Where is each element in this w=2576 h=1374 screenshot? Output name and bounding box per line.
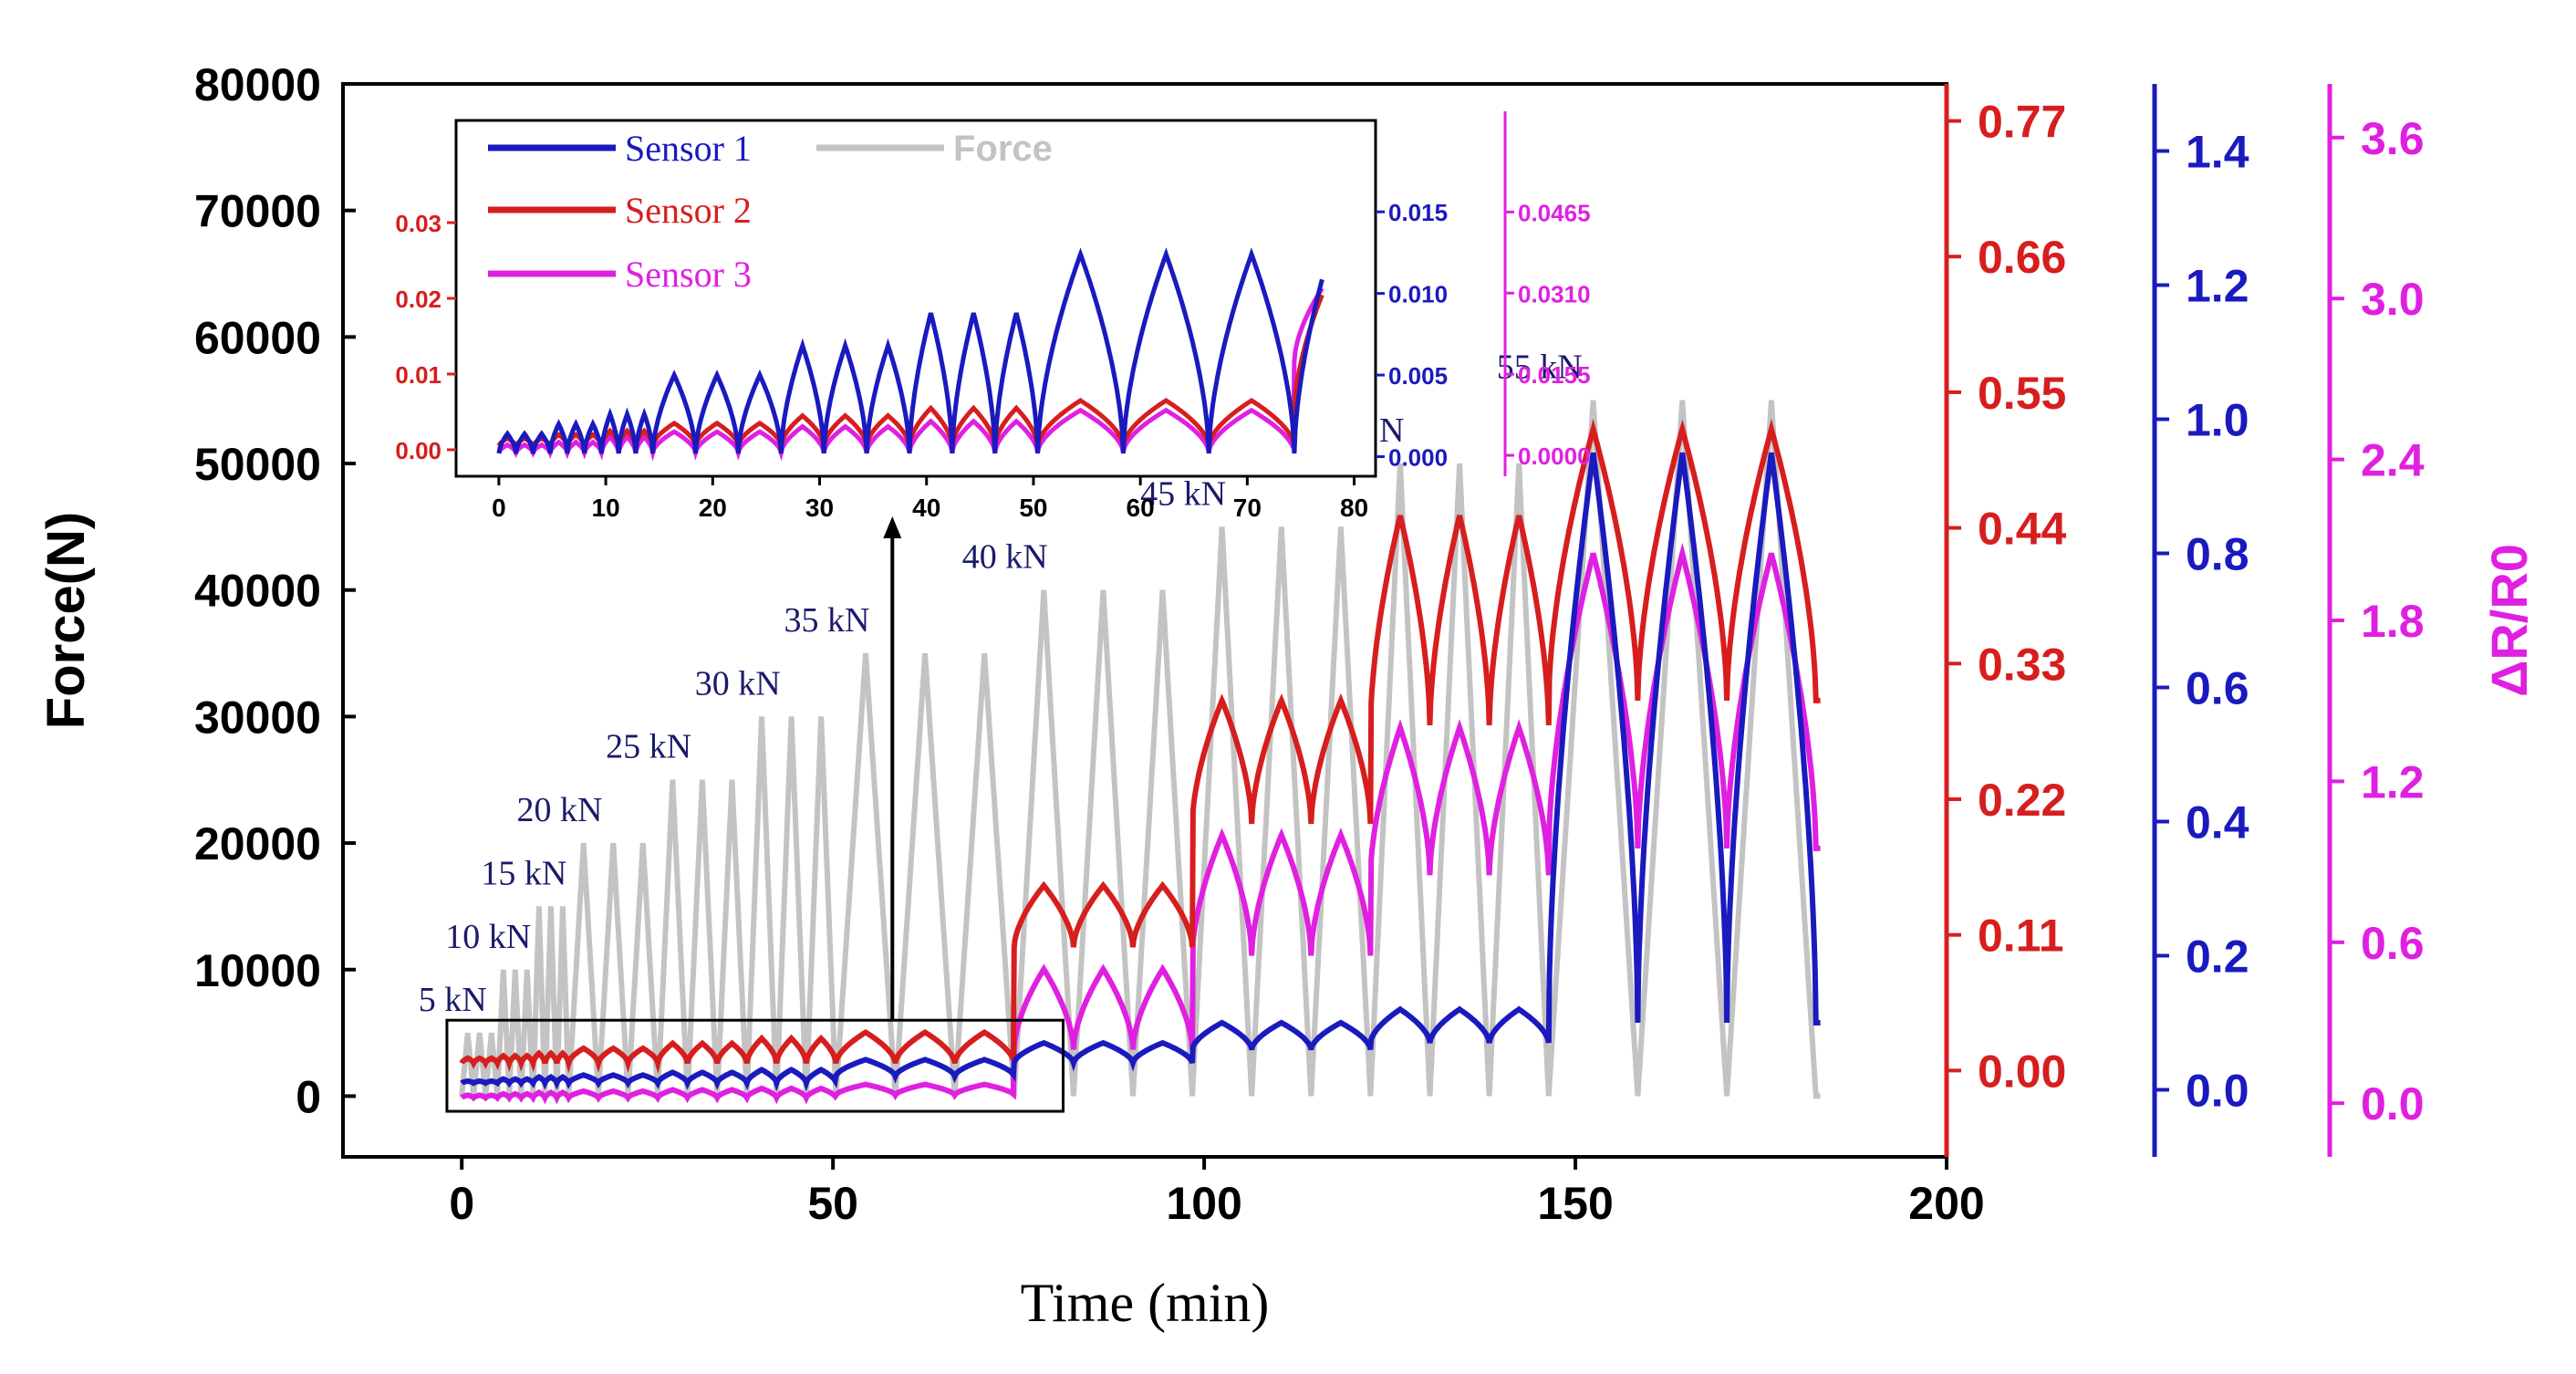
force-tick-label: 50000: [194, 439, 321, 490]
inset-x-tick-label: 0: [492, 494, 506, 522]
sensor2-tick-label: 0.44: [1978, 504, 2067, 555]
sensor3-axis-label: ΔR/R0: [2480, 544, 2538, 697]
sensor3-tick-label: 3.0: [2361, 274, 2425, 325]
sensor1-line: [460, 452, 1821, 1092]
sensor2-tick-label: 0.00: [1978, 1046, 2066, 1097]
sensor3-tick-label: 0.0: [2361, 1078, 2425, 1129]
x-axis-label: Time (min): [1021, 1273, 1270, 1333]
load-step-label: 20 kN: [516, 791, 602, 829]
force-tick-label: 80000: [194, 59, 321, 110]
legend-label: Sensor 2: [625, 190, 752, 231]
sensor3-tick-label: 3.6: [2361, 113, 2425, 164]
inset-sensor1-line: [496, 247, 1324, 454]
load-step-label: 5 kN: [419, 981, 487, 1019]
sensor1-tick-label: 0.2: [2186, 932, 2249, 983]
force-tick-label: 0: [296, 1071, 321, 1122]
inset-zoom-box: [445, 516, 1065, 1113]
sensor2-tick-label: 0.77: [1978, 97, 2066, 148]
sensor1-tick-label: 1.4: [2186, 127, 2249, 178]
load-step-label: 40 kN: [962, 538, 1048, 577]
sensor1-tick-label: 1.2: [2186, 261, 2249, 312]
inset-sensor3-tick-label: 0.0465: [1518, 199, 1591, 226]
sensor1-tick-label: 0.8: [2186, 529, 2249, 580]
x-tick-label: 50: [807, 1178, 858, 1229]
inset-sensor2-tick-label: 0.00: [395, 437, 441, 464]
inset-x-tick-label: 80: [1340, 494, 1368, 522]
inset-x-tick-label: 20: [699, 494, 727, 522]
load-step-label: 30 kN: [695, 664, 781, 703]
sensor3-line: [460, 542, 1821, 1105]
sensor3-tick-label: 1.2: [2361, 756, 2425, 807]
sensor3-tick-label: 2.4: [2361, 435, 2425, 486]
force-tick-label: 20000: [194, 818, 321, 869]
inset-sensor3-tick-label: 0.0000: [1518, 442, 1591, 470]
inset-sensor1-tick-label: 0.005: [1388, 362, 1448, 390]
legend-label: Sensor 3: [625, 254, 752, 295]
sensor3-series: [460, 542, 1821, 1105]
sensor2-series: [459, 418, 1821, 1075]
legend: Sensor 1 Force Sensor 2 Sensor 3: [488, 128, 1053, 295]
sensor2-tick-label: 0.55: [1978, 368, 2066, 419]
inset-x-tick-label: 70: [1233, 494, 1262, 522]
load-step-label: 15 kN: [481, 854, 566, 892]
inset-sensor2-tick-label: 0.01: [395, 361, 441, 389]
inset-sensor3-tick-label: 0.0310: [1518, 280, 1591, 307]
sensor1-tick-label: 0.0: [2186, 1066, 2249, 1117]
inset-sensor2-tick-label: 0.03: [395, 210, 441, 237]
legend-label: Sensor 1: [625, 128, 752, 169]
load-step-label: 55 kN: [1497, 349, 1583, 387]
x-tick-label: 150: [1537, 1178, 1613, 1229]
sensor2-tick-label: 0.11: [1978, 911, 2064, 962]
sensor2-tick-label: 0.22: [1978, 775, 2066, 826]
inset-sensor2-tick-label: 0.02: [395, 286, 441, 313]
force-tick-label: 60000: [194, 312, 321, 363]
inset-plot: 0 10 20 30 40 50 60 70 80 0.00 0.01 0.02 0.03 0.000 0.…: [395, 111, 1591, 522]
force-tick-label: 10000: [194, 945, 321, 996]
inset-x-tick-label: 50: [1019, 494, 1047, 522]
x-tick-label: 100: [1166, 1178, 1241, 1229]
sensor1-tick-label: 1.0: [2186, 395, 2249, 446]
inset-x-tick-label: 40: [912, 494, 940, 522]
inset-x-tick-label: 60: [1127, 494, 1155, 522]
legend-label: Force: [953, 129, 1053, 169]
force-tick-label: 70000: [194, 186, 321, 237]
sensor1-series: [460, 452, 1821, 1092]
force-tick-label: 30000: [194, 692, 321, 743]
sensor1-tick-label: 0.4: [2186, 797, 2249, 848]
sensor2-line: [459, 418, 1821, 1075]
load-step-label: 35 kN: [784, 601, 869, 640]
inset-x-tick-label: 10: [592, 494, 620, 522]
sensor3-tick-label: 0.6: [2361, 918, 2425, 969]
zoom-rect: [445, 1018, 1065, 1113]
inset-sensor1-tick-label: 0.015: [1388, 199, 1448, 226]
inset-x-tick-label: 30: [805, 494, 834, 522]
sensor2-tick-label: 0.33: [1978, 639, 2066, 690]
force-tick-label: 40000: [194, 566, 321, 617]
sensor2-tick-label: 0.66: [1978, 232, 2066, 283]
sensor3-tick-label: 1.8: [2361, 596, 2425, 647]
x-tick-label: 0: [449, 1178, 474, 1229]
sensor1-tick-label: 0.6: [2186, 663, 2249, 714]
load-step-label: 45 kN: [1140, 474, 1226, 513]
x-tick-label: 200: [1908, 1178, 1984, 1229]
inset-sensor1-tick-label: 0.010: [1388, 281, 1448, 308]
y-axis-label: Force(N): [36, 512, 96, 729]
inset-sensor1-tick-label: 0.000: [1388, 444, 1448, 472]
inset-sensor3-tick-label: 0.0155: [1518, 361, 1591, 389]
load-step-label: 10 kN: [445, 918, 531, 956]
load-step-label: 25 kN: [606, 728, 691, 766]
zoom-arrow-head: [883, 516, 902, 538]
